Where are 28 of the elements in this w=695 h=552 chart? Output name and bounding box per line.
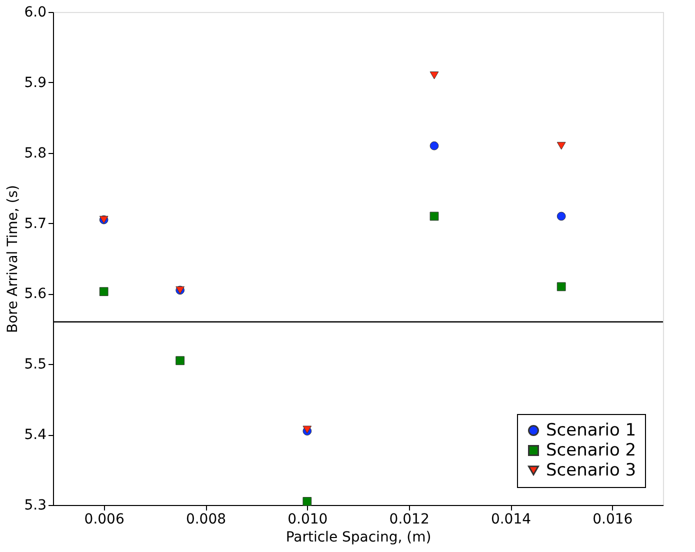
x-tick-label: 0.016 bbox=[592, 512, 633, 528]
y-tick-label: 5.7 bbox=[24, 216, 46, 232]
legend-label: Scenario 3 bbox=[546, 460, 636, 480]
x-tick-label: 0.006 bbox=[84, 512, 124, 528]
x-axis-title: Particle Spacing, (m) bbox=[286, 530, 432, 546]
point bbox=[176, 356, 185, 366]
point bbox=[430, 72, 439, 80]
y-tick-label: 5.9 bbox=[24, 74, 46, 91]
x-tick-label: 0.008 bbox=[186, 512, 226, 528]
point bbox=[430, 141, 439, 150]
y-tick-label: 5.5 bbox=[24, 356, 46, 373]
y-tick-label: 6.0 bbox=[24, 4, 46, 20]
point bbox=[302, 497, 312, 506]
point bbox=[99, 287, 108, 296]
y-tick-label: 5.3 bbox=[24, 498, 46, 514]
point bbox=[556, 142, 566, 150]
y-axis-title: Bore Arrival Time, (s) bbox=[5, 185, 22, 333]
x-tick-label: 0.012 bbox=[389, 512, 430, 528]
y-tick-label: 5.4 bbox=[24, 427, 47, 444]
point bbox=[556, 212, 566, 221]
legend-label: Scenario 1 bbox=[546, 420, 636, 440]
x-tick-label: 0.014 bbox=[490, 512, 532, 528]
point bbox=[556, 282, 566, 292]
y-tick-label: 5.8 bbox=[24, 145, 46, 162]
legend-label: Scenario 2 bbox=[546, 440, 636, 460]
y-tick-label: 5.6 bbox=[24, 286, 47, 302]
point bbox=[430, 212, 439, 221]
x-tick-label: 0.010 bbox=[288, 512, 328, 528]
